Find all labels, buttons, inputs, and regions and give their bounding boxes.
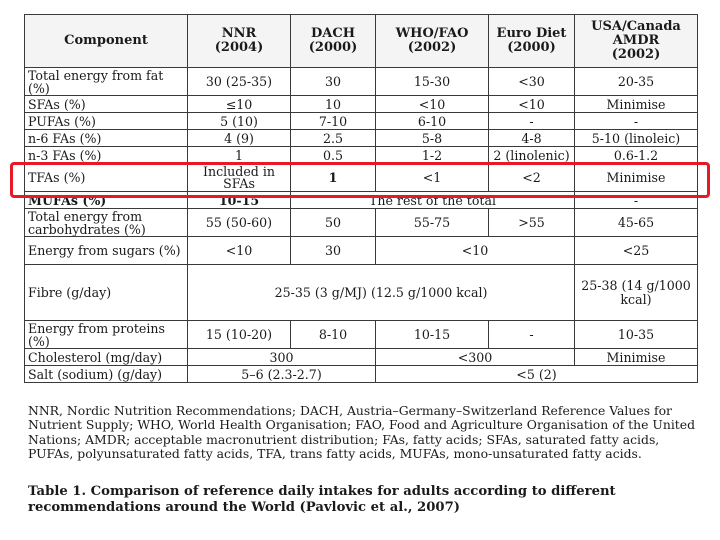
- row-label: n-3 FAs (%): [24, 146, 188, 164]
- cell-usa: 25-38 (14 g/1000 kcal): [574, 264, 698, 321]
- cell-who: 15-30: [375, 67, 489, 96]
- cell-span-right: <5 (2): [375, 365, 698, 383]
- cell-dach: 8-10: [290, 320, 376, 349]
- row-label: Cholesterol (mg/day): [24, 348, 188, 366]
- cell-euro: <30: [488, 67, 575, 96]
- row-label: Energy from proteins (%): [24, 320, 188, 349]
- cell-dach: 30: [290, 67, 376, 96]
- cell-nnr: 55 (50-60): [187, 208, 291, 237]
- cell-nnr: 30 (25-35): [187, 67, 291, 96]
- cell-usa: -: [574, 112, 698, 130]
- cell-who: 6-10: [375, 112, 489, 130]
- cell-usa: 20-35: [574, 67, 698, 96]
- cell-usa: 10-35: [574, 320, 698, 349]
- row-label: PUFAs (%): [24, 112, 188, 130]
- cell-euro: <2: [488, 163, 575, 192]
- header-dach: DACH (2000): [290, 14, 376, 68]
- cell-span-mid: <300: [375, 348, 575, 366]
- header-component: Component: [24, 14, 188, 68]
- table-row: Energy from proteins (%) 15 (10-20) 8-10…: [24, 320, 698, 349]
- cell-nnr: 4 (9): [187, 129, 291, 147]
- cell-span-left: 5–6 (2.3-2.7): [187, 365, 376, 383]
- cell-span: The rest of the total: [290, 191, 575, 209]
- cell-euro: >55: [488, 208, 575, 237]
- cell-dach: 7-10: [290, 112, 376, 130]
- cell-euro: 4-8: [488, 129, 575, 147]
- cell-nnr: 1: [187, 146, 291, 164]
- cell-nnr: 5 (10): [187, 112, 291, 130]
- row-label: MUFAs (%): [24, 191, 188, 209]
- cell-euro: -: [488, 320, 575, 349]
- cell-usa: 5-10 (linoleic): [574, 129, 698, 147]
- table-caption: Table 1. Comparison of reference daily i…: [28, 484, 616, 515]
- row-label: Energy from sugars (%): [24, 236, 188, 265]
- table-row: Salt (sodium) (g/day) 5–6 (2.3-2.7) <5 (…: [24, 365, 698, 383]
- row-label: SFAs (%): [24, 95, 188, 113]
- cell-nnr: <10: [187, 236, 291, 265]
- cell-usa: 0.6-1.2: [574, 146, 698, 164]
- row-label: TFAs (%): [24, 163, 188, 192]
- row-label: Fibre (g/day): [24, 264, 188, 321]
- reference-intake-sheet: Component NNR (2004) DACH (2000) WHO/FAO…: [24, 14, 698, 383]
- table-row: Fibre (g/day) 25-35 (3 g/MJ) (12.5 g/100…: [24, 264, 698, 321]
- cell-span-left: 300: [187, 348, 376, 366]
- cell-euro: -: [488, 112, 575, 130]
- cell-euro: <10: [488, 95, 575, 113]
- table-row: SFAs (%) ≤10 10 <10 <10 Minimise: [24, 95, 698, 113]
- cell-dach: 10: [290, 95, 376, 113]
- cell-who: 1-2: [375, 146, 489, 164]
- cell-nnr: 15 (10-20): [187, 320, 291, 349]
- table-row-tfa: TFAs (%) Included in SFAs 1 <1 <2 Minimi…: [24, 163, 698, 192]
- cell-who: <1: [375, 163, 489, 192]
- cell-who: 10-15: [375, 320, 489, 349]
- table-row: Total energy from fat (%) 30 (25-35) 30 …: [24, 67, 698, 96]
- row-label: Salt (sodium) (g/day): [24, 365, 188, 383]
- header-usa-canada: USA/Canada AMDR (2002): [574, 14, 698, 68]
- cell-dach: 30: [290, 236, 376, 265]
- table-row: MUFAs (%) 10-15 The rest of the total -: [24, 191, 698, 209]
- cell-euro: 2 (linolenic): [488, 146, 575, 164]
- row-label: n-6 FAs (%): [24, 129, 188, 147]
- cell-dach: 2.5: [290, 129, 376, 147]
- cell-dach: 0.5: [290, 146, 376, 164]
- table-row: n-6 FAs (%) 4 (9) 2.5 5-8 4-8 5-10 (lino…: [24, 129, 698, 147]
- header-who-fao: WHO/FAO (2002): [375, 14, 489, 68]
- row-label: Total energy from carbohydrates (%): [24, 208, 188, 237]
- cell-span: 25-35 (3 g/MJ) (12.5 g/1000 kcal): [187, 264, 575, 321]
- cell-nnr: Included in SFAs: [187, 163, 291, 192]
- cell-usa: Minimise: [574, 95, 698, 113]
- reference-intake-table: Component NNR (2004) DACH (2000) WHO/FAO…: [24, 14, 698, 383]
- cell-who: <10: [375, 95, 489, 113]
- header-euro-diet: Euro Diet (2000): [488, 14, 575, 68]
- cell-usa: -: [574, 191, 698, 209]
- table-row: PUFAs (%) 5 (10) 7-10 6-10 - -: [24, 112, 698, 130]
- row-label: Total energy from fat (%): [24, 67, 188, 96]
- cell-nnr: 10-15: [187, 191, 291, 209]
- header-row: Component NNR (2004) DACH (2000) WHO/FAO…: [24, 14, 698, 68]
- table-row: Cholesterol (mg/day) 300 <300 Minimise: [24, 348, 698, 366]
- cell-usa: 45-65: [574, 208, 698, 237]
- table-row: Total energy from carbohydrates (%) 55 (…: [24, 208, 698, 237]
- header-nnr: NNR (2004): [187, 14, 291, 68]
- table-row: n-3 FAs (%) 1 0.5 1-2 2 (linolenic) 0.6-…: [24, 146, 698, 164]
- cell-who: 5-8: [375, 129, 489, 147]
- cell-span: <10: [375, 236, 575, 265]
- cell-dach: 50: [290, 208, 376, 237]
- cell-nnr: ≤10: [187, 95, 291, 113]
- cell-usa: <25: [574, 236, 698, 265]
- table-row: Energy from sugars (%) <10 30 <10 <25: [24, 236, 698, 265]
- cell-who: 55-75: [375, 208, 489, 237]
- cell-dach: 1: [290, 163, 376, 192]
- abbreviation-notes: NNR, Nordic Nutrition Recommendations; D…: [28, 403, 696, 462]
- cell-usa: Minimise: [574, 348, 698, 366]
- cell-usa: Minimise: [574, 163, 698, 192]
